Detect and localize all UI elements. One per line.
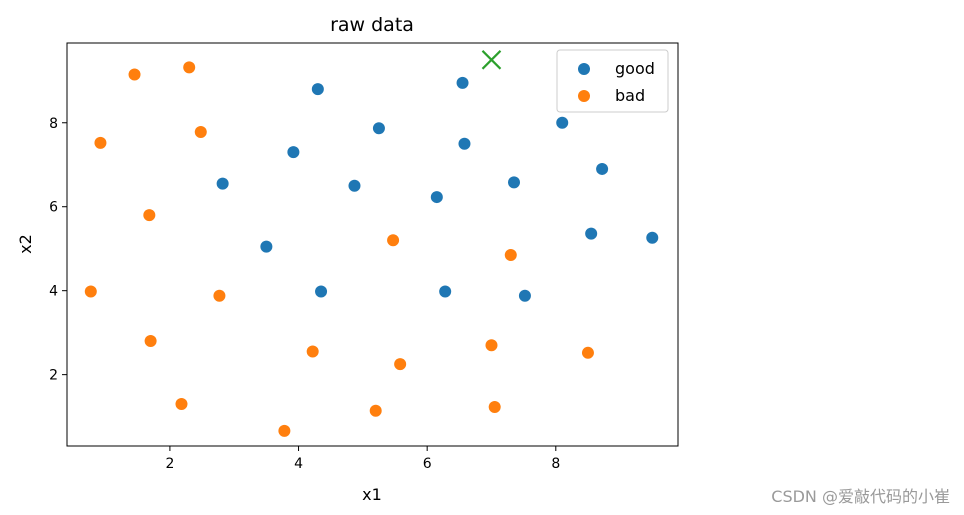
data-point-good <box>596 162 609 175</box>
data-point-bad <box>213 289 226 302</box>
data-marks <box>84 50 659 437</box>
data-point-bad <box>144 335 157 348</box>
data-point-good <box>646 231 659 244</box>
x-tick-label: 8 <box>551 456 560 472</box>
data-point-good <box>216 177 229 190</box>
data-point-good <box>439 285 452 298</box>
y-tick-label: 6 <box>49 200 58 216</box>
x-tick-label: 4 <box>294 456 303 472</box>
legend-marker-bad <box>578 90 590 102</box>
y-tick-label: 8 <box>49 116 58 132</box>
x-tick-label: 2 <box>165 456 174 472</box>
y-axis-label: x2 <box>16 234 35 254</box>
x-marker-point <box>481 50 502 70</box>
data-point-good <box>348 179 361 192</box>
data-point-bad <box>128 68 141 81</box>
data-point-good <box>372 122 385 135</box>
data-point-bad <box>84 285 97 298</box>
data-point-good <box>456 76 469 89</box>
data-point-bad <box>194 125 207 138</box>
legend-label-good: good <box>615 59 655 78</box>
y-tick-label: 4 <box>49 284 58 300</box>
data-point-good <box>287 146 300 159</box>
axis-ticks: 2 4 6 8 2 4 6 8 <box>49 116 560 472</box>
y-tick-label: 2 <box>49 368 58 384</box>
data-point-bad <box>394 358 407 371</box>
data-point-good <box>507 176 520 189</box>
data-point-good <box>518 289 531 302</box>
data-point-good <box>260 240 273 253</box>
data-point-bad <box>175 398 188 411</box>
data-point-bad <box>504 248 517 261</box>
data-point-good <box>430 191 443 204</box>
data-point-bad <box>278 424 291 437</box>
data-point-bad <box>581 346 594 359</box>
data-point-good <box>556 116 569 129</box>
legend: good bad <box>556 49 669 113</box>
data-point-good <box>315 285 328 298</box>
legend-label-bad: bad <box>615 86 645 105</box>
data-point-bad <box>94 136 107 149</box>
data-point-bad <box>143 209 156 222</box>
x-tick-label: 6 <box>423 456 432 472</box>
data-point-bad <box>369 404 382 417</box>
chart-title: raw data <box>330 14 414 36</box>
data-point-good <box>585 227 598 240</box>
watermark-text: CSDN @爱敲代码的小崔 <box>771 487 950 506</box>
data-point-bad <box>183 61 196 74</box>
x-axis-label: x1 <box>362 485 382 504</box>
data-point-bad <box>306 345 319 358</box>
data-point-bad <box>387 234 400 247</box>
data-point-bad <box>488 400 501 413</box>
data-point-good <box>311 83 324 96</box>
legend-marker-good <box>578 63 590 75</box>
data-point-good <box>458 137 471 150</box>
data-point-bad <box>485 339 498 352</box>
